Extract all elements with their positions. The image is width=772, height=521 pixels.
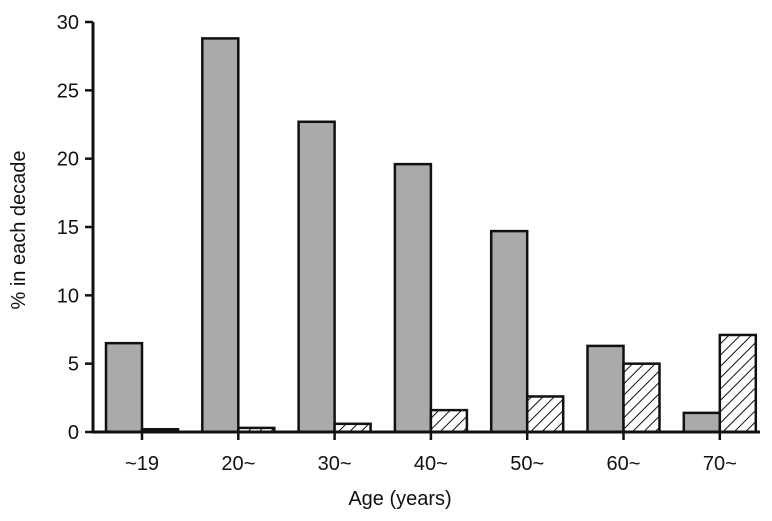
bar-gray-5 xyxy=(489,229,529,434)
bar-gray-6 xyxy=(586,344,625,434)
bar-gray-2 xyxy=(201,37,240,434)
y-axis-label: % in each decade xyxy=(8,150,30,309)
bar-hatched-6 xyxy=(622,362,661,434)
x-axis-label: Age (years) xyxy=(348,488,451,510)
y-axis-ticks: 0 5 10 15 20 25 30 xyxy=(57,12,93,444)
bar-series xyxy=(104,37,758,434)
y-tick-label: 0 xyxy=(68,422,79,444)
bar-gray-1 xyxy=(104,341,144,434)
bar-gray-7 xyxy=(682,411,722,434)
x-tick-label: 30~ xyxy=(318,453,352,475)
x-tick-label: 70~ xyxy=(703,453,737,475)
x-tick-label: ~19 xyxy=(125,453,159,475)
x-tick-label: 50~ xyxy=(510,453,544,475)
bar-gray-3 xyxy=(297,120,336,434)
x-tick-label: 60~ xyxy=(607,453,641,475)
y-tick-label: 15 xyxy=(57,217,79,239)
y-tick-label: 30 xyxy=(57,12,79,34)
bar-hatched-5 xyxy=(525,395,565,434)
y-tick-label: 5 xyxy=(68,354,79,376)
y-tick-label: 20 xyxy=(57,149,79,171)
bar-hatched-4 xyxy=(429,408,469,434)
bar-gray-4 xyxy=(393,162,433,434)
y-tick-label: 10 xyxy=(57,285,79,307)
bar-hatched-7 xyxy=(718,333,758,434)
x-tick-label: 20~ xyxy=(221,453,255,475)
y-tick-label: 25 xyxy=(57,80,79,102)
x-axis-ticks: ~19 20~ 30~ 40~ 50~ 60~ 70~ xyxy=(125,432,737,475)
x-tick-label: 40~ xyxy=(414,453,448,475)
